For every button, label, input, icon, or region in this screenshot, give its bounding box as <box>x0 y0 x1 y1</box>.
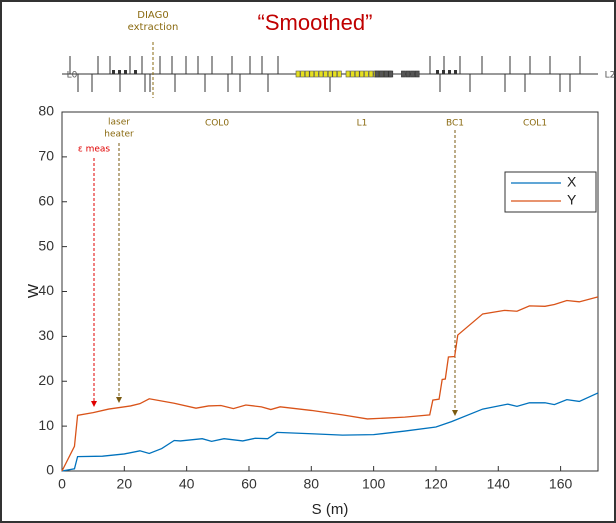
cavity <box>374 70 380 78</box>
x-tick-label: 60 <box>241 476 257 492</box>
cavity <box>332 70 338 78</box>
annotation: ε meas <box>78 145 111 155</box>
cavity <box>364 70 369 78</box>
arrow-head <box>116 397 122 403</box>
annotation: L1 <box>357 119 368 129</box>
cavity <box>304 70 310 78</box>
x-tick-label: 20 <box>117 476 133 492</box>
lattice-label: L2 <box>605 71 616 81</box>
cavity <box>368 70 374 78</box>
legend <box>504 171 597 213</box>
cavity <box>318 70 324 78</box>
cavity <box>401 70 406 78</box>
x-tick-label: 160 <box>549 476 573 492</box>
y-tick-label: 60 <box>38 192 54 208</box>
cavity <box>354 70 360 78</box>
cavity <box>359 70 365 78</box>
cavity <box>405 70 411 78</box>
annotation: COL1 <box>523 119 547 129</box>
x-tick-label: 0 <box>58 476 66 492</box>
chart-title: “Smoothed” <box>258 10 373 35</box>
lattice-label: L0 <box>67 71 78 81</box>
lattice-element <box>134 70 137 74</box>
cavity <box>345 70 351 78</box>
lattice-element <box>124 70 127 74</box>
x-tick-label: 80 <box>304 476 320 492</box>
lattice-element <box>442 70 445 74</box>
cavity <box>309 70 315 78</box>
y-tick-label: 20 <box>38 372 54 388</box>
y-tick-label: 10 <box>38 417 54 433</box>
arrow-head <box>452 410 458 416</box>
series-line <box>61 392 599 472</box>
x-tick-label: 140 <box>487 476 511 492</box>
lattice-element <box>112 70 115 74</box>
y-tick-label: 70 <box>38 148 54 164</box>
cavity <box>327 70 333 78</box>
y-tick-label: 50 <box>38 237 54 253</box>
annotation: laser <box>108 118 130 128</box>
x-tick-label: 40 <box>179 476 195 492</box>
cavity <box>410 70 415 78</box>
annotation: DIAG0 <box>137 10 168 21</box>
annotation: COL0 <box>205 119 229 129</box>
lattice-element <box>454 70 457 74</box>
annotation: BC1 <box>446 119 464 129</box>
x-tick-label: 120 <box>424 476 448 492</box>
lattice-element <box>436 70 439 74</box>
annotation: heater <box>104 130 134 140</box>
cavity <box>314 70 319 78</box>
legend-label: X <box>567 174 577 190</box>
arrow-head <box>91 401 97 407</box>
x-axis-label: S (m) <box>312 501 349 518</box>
cavity <box>414 70 420 78</box>
cavity <box>295 70 301 78</box>
lattice-element <box>448 70 451 74</box>
cavity <box>323 70 328 78</box>
cavity <box>350 70 355 78</box>
lattice <box>69 56 581 92</box>
cavity <box>388 70 394 78</box>
series-line <box>61 296 599 472</box>
y-tick-label: 0 <box>46 462 54 478</box>
y-tick-label: 30 <box>38 327 54 343</box>
y-tick-label: 80 <box>38 103 54 119</box>
cavity <box>379 70 384 78</box>
annotation: extraction <box>128 22 179 33</box>
x-tick-label: 100 <box>362 476 386 492</box>
y-axis-label: W <box>25 283 42 298</box>
cavity <box>337 70 342 78</box>
cavity <box>383 70 389 78</box>
lattice-element <box>118 70 121 74</box>
y-tick-label: 40 <box>38 282 54 298</box>
cavity <box>300 70 305 78</box>
legend-label: Y <box>567 192 577 208</box>
